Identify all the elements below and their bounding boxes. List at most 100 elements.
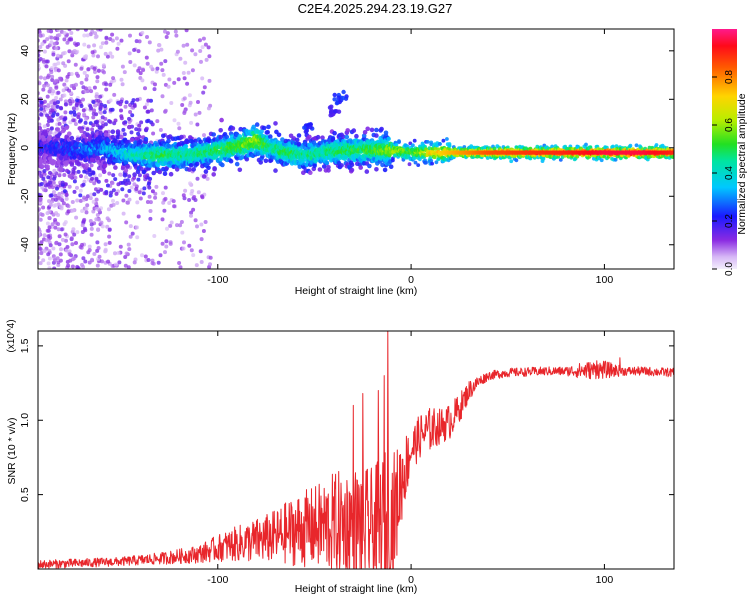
spectrogram-cell-159: [38, 261, 43, 266]
spectrogram-cell-614: [176, 77, 181, 82]
spectrogram-cell-3878: [412, 138, 417, 143]
spectrogram-cell-843: [54, 78, 59, 83]
spectrogram-cell-961: [94, 217, 99, 222]
spectrogram-cell-640: [197, 110, 202, 115]
spectrogram-cell-1149: [85, 127, 90, 132]
spectrogram-cell-782: [144, 55, 149, 60]
spectrogram-cell-602: [66, 209, 71, 214]
spectrogram-cell-1189: [148, 176, 153, 181]
spectrogram-cell-158: [92, 103, 97, 108]
spectrogram-cell-1214: [72, 189, 77, 194]
spectrogram-cell-2926: [266, 124, 271, 130]
spectrogram-cell-1293: [129, 130, 134, 135]
spectrogram-cell-285: [47, 199, 51, 204]
spectrogram-cell-2596: [218, 128, 223, 133]
spectrogram-cell-607: [103, 242, 108, 247]
spectrogram-cell-439: [38, 75, 43, 80]
spectrogram-cell-1017: [82, 112, 87, 117]
spectrogram-cell-521: [152, 87, 157, 92]
spectrogram-cell-523: [82, 33, 87, 38]
spectrogram-cell-781: [56, 117, 61, 122]
spectrogram-cell-773: [63, 110, 68, 115]
spectrogram-cell-35: [69, 31, 74, 35]
spectrogram-cell-4473: [541, 157, 546, 161]
spectrogram-cell-1232: [92, 192, 97, 197]
spectrogram-cell-662: [82, 55, 87, 60]
spectrogram-cell-431: [198, 38, 202, 43]
spectrogram-cell-2001: [132, 172, 137, 177]
spectrogram-cell-883: [199, 260, 204, 264]
spectrogram-cell-862: [38, 63, 41, 68]
spectrogram-cell-399: [196, 100, 200, 104]
spectrogram-cell-691: [99, 220, 104, 225]
spectrogram-cell-736: [69, 236, 74, 241]
spectrogram-cell-932: [78, 188, 83, 193]
spectrogram-cell-1327: [59, 106, 64, 111]
spectrogram-cell-596: [178, 223, 183, 228]
spectrogram-cell-913: [143, 254, 148, 259]
spectrogram-cell-1299: [111, 188, 116, 193]
spectrogram-cell-945: [206, 106, 211, 111]
spectrogram-cell-71: [168, 241, 173, 246]
spectrogram-cell-383: [145, 61, 150, 66]
spectrogram-cell-802: [62, 173, 67, 177]
spectrogram-cell-2847: [254, 122, 260, 127]
spectrogram-cell-974: [148, 209, 153, 213]
spectrogram-cell-206: [52, 266, 57, 269]
spectrogram-cell-1291: [63, 116, 68, 121]
spectrogram-cell-865: [38, 57, 43, 61]
spectrogram-cell-1509: [60, 128, 66, 134]
spectrogram-cell-844: [44, 64, 49, 69]
spectrogram-cell-3142: [297, 164, 303, 169]
spectrogram-cell-1044: [72, 49, 77, 53]
spectrogram-cell-754: [70, 264, 75, 269]
spectrogram-cell-645: [161, 191, 165, 196]
spectrogram-cell-489: [146, 258, 151, 262]
spectrogram-cell-674: [81, 219, 86, 224]
spectrogram-cell-153: [128, 110, 133, 114]
spectrogram-cell-228: [187, 198, 192, 202]
spectrogram-cell-540: [116, 251, 121, 255]
spectrogram-cell-471: [42, 49, 47, 54]
spectrogram-cell-361: [169, 101, 174, 105]
spectrogram-cell-171: [158, 128, 163, 132]
spectrogram-cell-1116: [150, 189, 155, 194]
spectrogram-cell-731: [56, 61, 61, 66]
spectrogram-cell-1670: [84, 162, 89, 168]
spectrogram-cell-470: [73, 122, 78, 126]
spectrogram-cell-3341: [326, 165, 331, 170]
spectrogram-cell-450: [174, 33, 179, 38]
spectrogram-cell-1030: [62, 31, 67, 35]
spectrogram-cell-739: [155, 119, 160, 124]
spectrogram-cell-1070: [89, 163, 94, 168]
spectrogram-cell-328: [105, 54, 110, 59]
spectrogram-cell-1290: [48, 170, 52, 175]
spectrogram-cell-2875: [259, 129, 264, 134]
spectrogram-cell-1287: [90, 176, 94, 181]
spectrogram-cell-2251: [168, 171, 174, 177]
spectrogram-cell-968: [51, 52, 56, 57]
spectrogram-cell-2067: [141, 169, 147, 175]
spectrogram-cell-2544: [211, 132, 216, 137]
spectrogram-cell-920: [137, 66, 142, 71]
spectrogram-cell-1982: [129, 137, 135, 142]
spectrogram-cell-591: [119, 77, 124, 82]
spectrogram-cell-2434: [194, 161, 200, 167]
spectrogram-cell-621: [162, 208, 167, 213]
spectrogram-cell-1185: [88, 172, 93, 177]
spectrogram-cell-3244: [312, 163, 317, 169]
spectrogram-cell-1532: [64, 125, 69, 130]
spectrogram-cell-443: [181, 246, 186, 251]
spectrogram-cell-655: [54, 46, 59, 51]
spectrogram-cell-427: [153, 82, 157, 87]
spectrogram-cell-103: [160, 241, 165, 246]
spectrogram-cell-516: [167, 201, 172, 205]
spectrogram-cell-577: [38, 81, 42, 86]
spectrogram-cell-914: [163, 108, 168, 113]
spectrogram-cell-3137: [296, 141, 302, 147]
spectrogram-cell-1851: [110, 129, 116, 134]
spectrogram-cell-1035: [90, 257, 94, 262]
spectrogram-cell-1285: [110, 107, 115, 112]
spectrogram-cell-2234: [166, 138, 171, 144]
spectrogram-cell-656: [207, 54, 212, 59]
